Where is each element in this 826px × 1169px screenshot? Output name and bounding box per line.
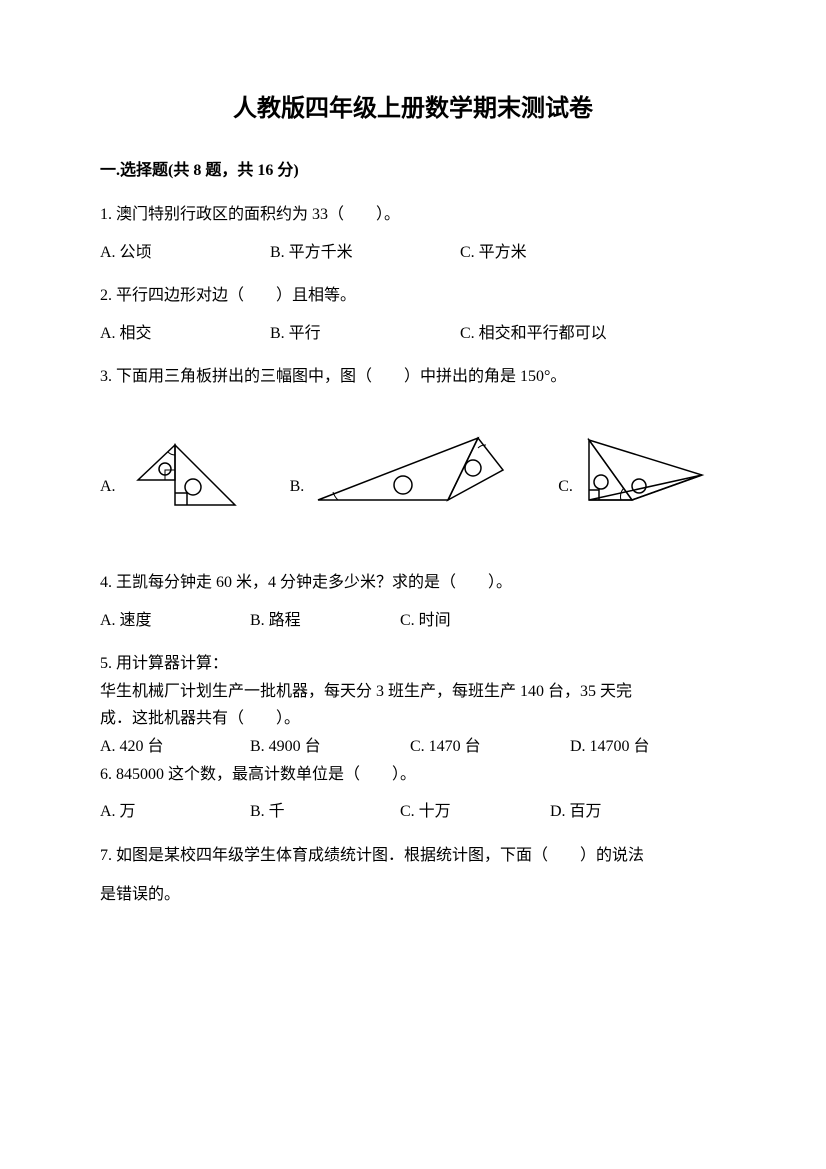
q2-option-c: C. 相交和平行都可以: [460, 321, 630, 347]
q5-line3: 成．这批机器共有（ ）。: [100, 706, 726, 732]
q6-option-c: C. 十万: [400, 799, 550, 825]
q3-label-c: C.: [558, 474, 573, 500]
q4-option-b: B. 路程: [250, 608, 400, 634]
section-1-header: 一.选择题(共 8 题，共 16 分): [100, 158, 726, 184]
q5-options: A. 420 台 B. 4900 台 C. 1470 台 D. 14700 台: [100, 734, 726, 760]
q6-option-d: D. 百万: [550, 799, 726, 825]
q2-option-b: B. 平行: [270, 321, 460, 347]
q2-text: 2. 平行四边形对边（ ）且相等。: [100, 283, 726, 309]
question-2: 2. 平行四边形对边（ ）且相等。 A. 相交 B. 平行 C. 相交和平行都可…: [100, 283, 726, 346]
q1-option-b: B. 平方千米: [270, 240, 460, 266]
q1-options: A. 公顷 B. 平方千米 C. 平方米: [100, 240, 726, 266]
q4-option-a: A. 速度: [100, 608, 250, 634]
q2-options: A. 相交 B. 平行 C. 相交和平行都可以: [100, 321, 726, 347]
q1-text: 1. 澳门特别行政区的面积约为 33（ ）。: [100, 202, 726, 228]
q3-text: 3. 下面用三角板拼出的三幅图中，图（ ）中拼出的角是 150°。: [100, 364, 726, 390]
q1-option-a: A. 公顷: [100, 240, 270, 266]
question-6: 6. 845000 这个数，最高计数单位是（ ）。 A. 万 B. 千 C. 十…: [100, 762, 726, 825]
q6-text: 6. 845000 这个数，最高计数单位是（ ）。: [100, 762, 726, 788]
q6-option-b: B. 千: [250, 799, 400, 825]
question-4: 4. 王凯每分钟走 60 米，4 分钟走多少米？求的是（ ）。 A. 速度 B.…: [100, 570, 726, 633]
q3-diagram-c: [577, 430, 707, 510]
q6-option-a: A. 万: [100, 799, 250, 825]
q4-text: 4. 王凯每分钟走 60 米，4 分钟走多少米？求的是（ ）。: [100, 570, 726, 596]
question-7: 7. 如图是某校四年级学生体育成绩统计图．根据统计图，下面（ ）的说法 是错误的…: [100, 843, 726, 908]
exam-title: 人教版四年级上册数学期末测试卷: [100, 90, 726, 128]
q7-line2: 是错误的。: [100, 882, 726, 908]
q5-option-b: B. 4900 台: [250, 734, 410, 760]
q2-option-a: A. 相交: [100, 321, 270, 347]
q7-line1: 7. 如图是某校四年级学生体育成绩统计图．根据统计图，下面（ ）的说法: [100, 843, 726, 869]
q5-line2: 华生机械厂计划生产一批机器，每天分 3 班生产，每班生产 140 台，35 天完: [100, 679, 726, 705]
q4-option-c: C. 时间: [400, 608, 550, 634]
q3-label-a: A.: [100, 474, 116, 500]
q1-option-c: C. 平方米: [460, 240, 630, 266]
question-1: 1. 澳门特别行政区的面积约为 33（ ）。 A. 公顷 B. 平方千米 C. …: [100, 202, 726, 265]
q5-option-d: D. 14700 台: [570, 734, 726, 760]
q5-option-a: A. 420 台: [100, 734, 250, 760]
q3-label-b: B.: [290, 474, 305, 500]
q5-line1: 5. 用计算器计算：: [100, 651, 726, 677]
q5-option-c: C. 1470 台: [410, 734, 570, 760]
question-3: 3. 下面用三角板拼出的三幅图中，图（ ）中拼出的角是 150°。 A.: [100, 364, 726, 510]
q4-options: A. 速度 B. 路程 C. 时间: [100, 608, 726, 634]
q6-options: A. 万 B. 千 C. 十万 D. 百万: [100, 799, 726, 825]
q3-diagram-b: [308, 430, 508, 510]
question-5: 5. 用计算器计算： 华生机械厂计划生产一批机器，每天分 3 班生产，每班生产 …: [100, 651, 726, 759]
q3-diagram-a: [120, 420, 240, 510]
q3-diagrams: A. B.: [100, 420, 726, 510]
